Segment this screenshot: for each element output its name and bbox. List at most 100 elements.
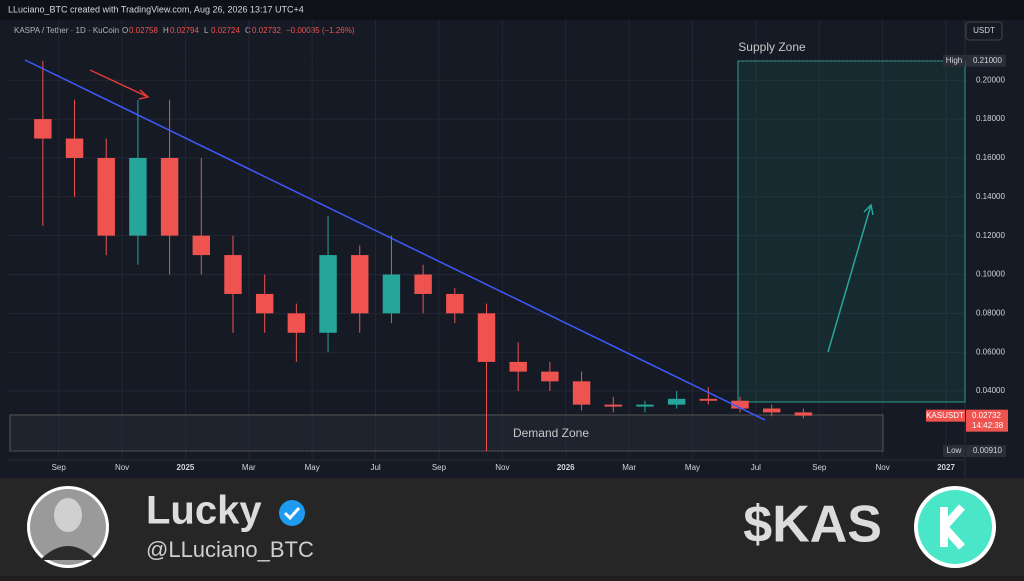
demand-label: Demand Zone [513, 426, 589, 440]
logo [918, 490, 992, 564]
ohlc-label: O [122, 26, 128, 35]
x-tick-label: Mar [622, 463, 636, 472]
currency[interactable]: USDT [973, 26, 995, 35]
supply-zone [737, 60, 966, 403]
candle-body [477, 313, 496, 362]
candle-body [160, 157, 179, 236]
low-price-box [966, 445, 1006, 458]
ohlc-value: 0.02724 [211, 26, 240, 35]
ohlc-value: 0.02794 [170, 26, 199, 35]
display-name: Lucky [146, 489, 262, 533]
x-tick-label: Nov [876, 463, 890, 472]
candle-body [129, 157, 147, 236]
x-tick-label: Nov [495, 463, 509, 472]
change: −0.00035 (−1.26%) [286, 26, 355, 35]
candle-body [572, 381, 591, 405]
verified-check [283, 506, 301, 521]
candle-body [414, 274, 432, 294]
y-tick-label: 0.14000 [976, 192, 1005, 201]
high-name-box [943, 54, 965, 67]
y-tick-label: 0.04000 [976, 386, 1005, 395]
arrow-head [138, 89, 150, 100]
ohlc-label: C [245, 26, 251, 35]
demand-zone [9, 414, 884, 452]
candle-body [287, 313, 306, 333]
verified-badge [279, 500, 305, 526]
arrow [827, 204, 872, 353]
last-price-box [966, 409, 1008, 432]
last-price: 0.02732 [972, 411, 1001, 420]
candle-body [794, 412, 813, 416]
candle-body [224, 255, 242, 294]
arrow [89, 69, 149, 98]
x-tick-label: 2025 [177, 463, 195, 472]
countdown: 14:42:38 [972, 421, 1004, 430]
candle-body [34, 119, 52, 139]
y-tick-label: 0.12000 [976, 231, 1005, 240]
candle-body [636, 404, 654, 407]
x-tick-label: 2026 [557, 463, 575, 472]
ohlc-value: 0.02758 [129, 26, 158, 35]
x-tick-label: 2027 [937, 463, 955, 472]
x-tick-label: May [685, 463, 700, 472]
top-bar [0, 0, 1024, 20]
y-tick-label: 0.20000 [976, 75, 1005, 84]
high-price-box [966, 54, 1006, 67]
credit: LLuciano_BTC created with TradingView.co… [8, 4, 304, 14]
ticker: $KAS [743, 496, 882, 554]
candle-body [192, 235, 211, 256]
currency-button[interactable] [965, 21, 1003, 41]
candle-body [541, 371, 559, 382]
chart-background [0, 0, 1024, 478]
avatar-face [54, 498, 82, 532]
ohlc-label: H [163, 26, 169, 35]
avatar-body [40, 546, 96, 560]
x-tick-label: Mar [242, 463, 256, 472]
ohlc-label: L [204, 26, 209, 35]
candle-body [319, 255, 337, 333]
x-tick-label: Jul [751, 463, 761, 472]
low-name-box [943, 445, 965, 458]
candle-body [446, 293, 464, 314]
low-price: 0.00910 [973, 446, 1002, 455]
x-tick-label: Sep [432, 463, 447, 472]
x-tick-label: May [305, 463, 320, 472]
arrow-head [863, 203, 874, 216]
candle-body [667, 398, 686, 405]
x-tick-label: Sep [812, 463, 827, 472]
candle-body [762, 408, 781, 413]
candle-body [731, 400, 749, 409]
y-tick-label: 0.18000 [976, 114, 1005, 123]
x-tick-label: Jul [370, 463, 380, 472]
candle-body [255, 293, 274, 314]
low-name: Low [947, 446, 962, 455]
last-name-box [926, 409, 965, 422]
candle-body [699, 398, 718, 401]
symbol: KASPA / Tether · 1D · KuCoin [14, 26, 119, 35]
y-tick-label: 0.10000 [976, 270, 1005, 279]
trend-line [24, 59, 766, 421]
candle-body [351, 255, 369, 314]
candle-body [382, 274, 401, 314]
supply-label: Supply Zone [738, 40, 806, 54]
candle-body [509, 361, 527, 372]
ohlc-value: 0.02732 [252, 26, 281, 35]
candle-body [65, 138, 84, 158]
high-name: High [946, 56, 962, 65]
x-tick-label: Nov [115, 463, 129, 472]
footer [0, 478, 1024, 576]
high-price: 0.21000 [973, 56, 1002, 65]
candle-body [604, 404, 622, 407]
y-tick-label: 0.16000 [976, 153, 1005, 162]
axes: 0.04000 0.06000 0.08000 0.10000 0.12000 0.140… [8, 54, 1008, 472]
x-tick-label: Sep [52, 463, 67, 472]
candles [34, 60, 813, 452]
ohlc-legend: O 0.02758 H 0.02794 L 0.02724 C 0.02732 −0.00035… [122, 26, 355, 35]
y-tick-label: 0.06000 [976, 347, 1005, 356]
candle-body [97, 157, 115, 236]
logo-mark [940, 504, 965, 550]
handle: @LLuciano_BTC [146, 537, 314, 562]
last-name: KASUSDT [926, 411, 964, 420]
